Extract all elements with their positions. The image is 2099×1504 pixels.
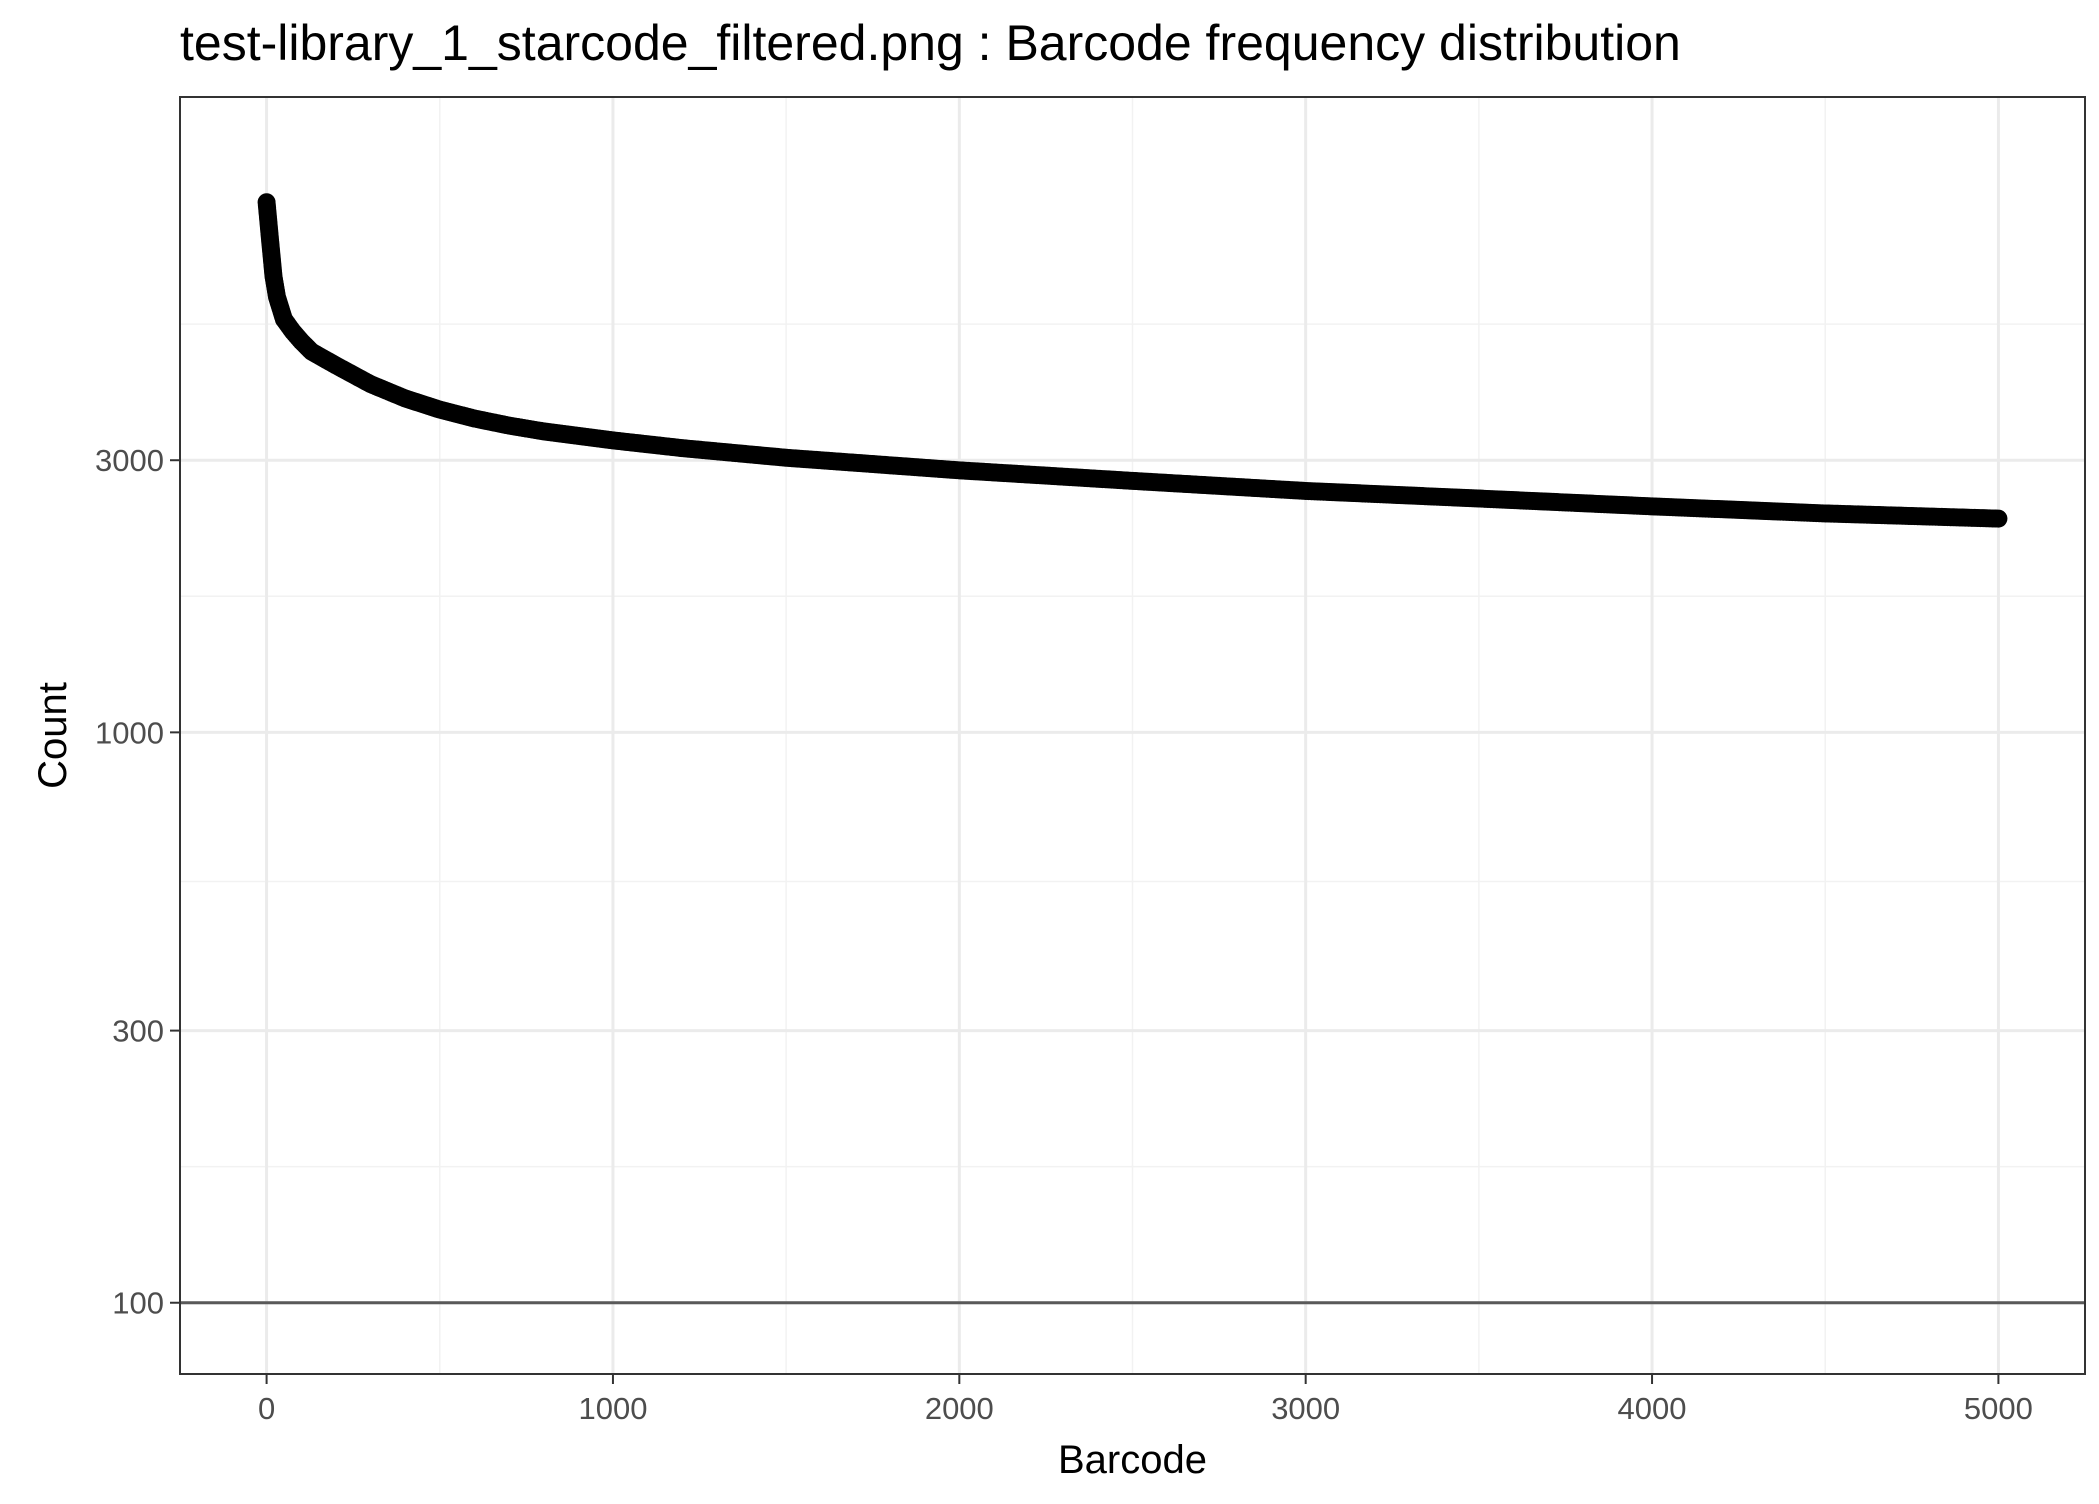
x-axis-ticks: 0 1000 2000 3000 4000 5000 [258, 1374, 2033, 1426]
y-tick-label: 1000 [95, 715, 164, 750]
x-axis-label: Barcode [1058, 1438, 1207, 1482]
y-tick-label: 300 [112, 1014, 164, 1049]
major-gridlines [180, 97, 2085, 1374]
panel-border [179, 96, 2086, 1375]
x-tick-label: 2000 [925, 1391, 994, 1426]
data-point [1989, 509, 2008, 528]
x-tick-label: 0 [258, 1391, 275, 1426]
x-tick-label: 1000 [578, 1391, 647, 1426]
x-tick-label: 5000 [1964, 1391, 2033, 1426]
y-axis-label: Count [31, 682, 75, 789]
x-tick-label: 4000 [1618, 1391, 1687, 1426]
chart-title: test-library_1_starcode_filtered.png : B… [180, 15, 1681, 71]
y-tick-label: 100 [112, 1286, 164, 1321]
minor-gridlines [180, 97, 2085, 1374]
y-axis-ticks: 100 300 1000 3000 [95, 443, 180, 1321]
x-tick-label: 3000 [1271, 1391, 1340, 1426]
y-tick-label: 3000 [95, 443, 164, 478]
barcode-count-series [257, 193, 2008, 528]
series-layer [257, 193, 2008, 528]
